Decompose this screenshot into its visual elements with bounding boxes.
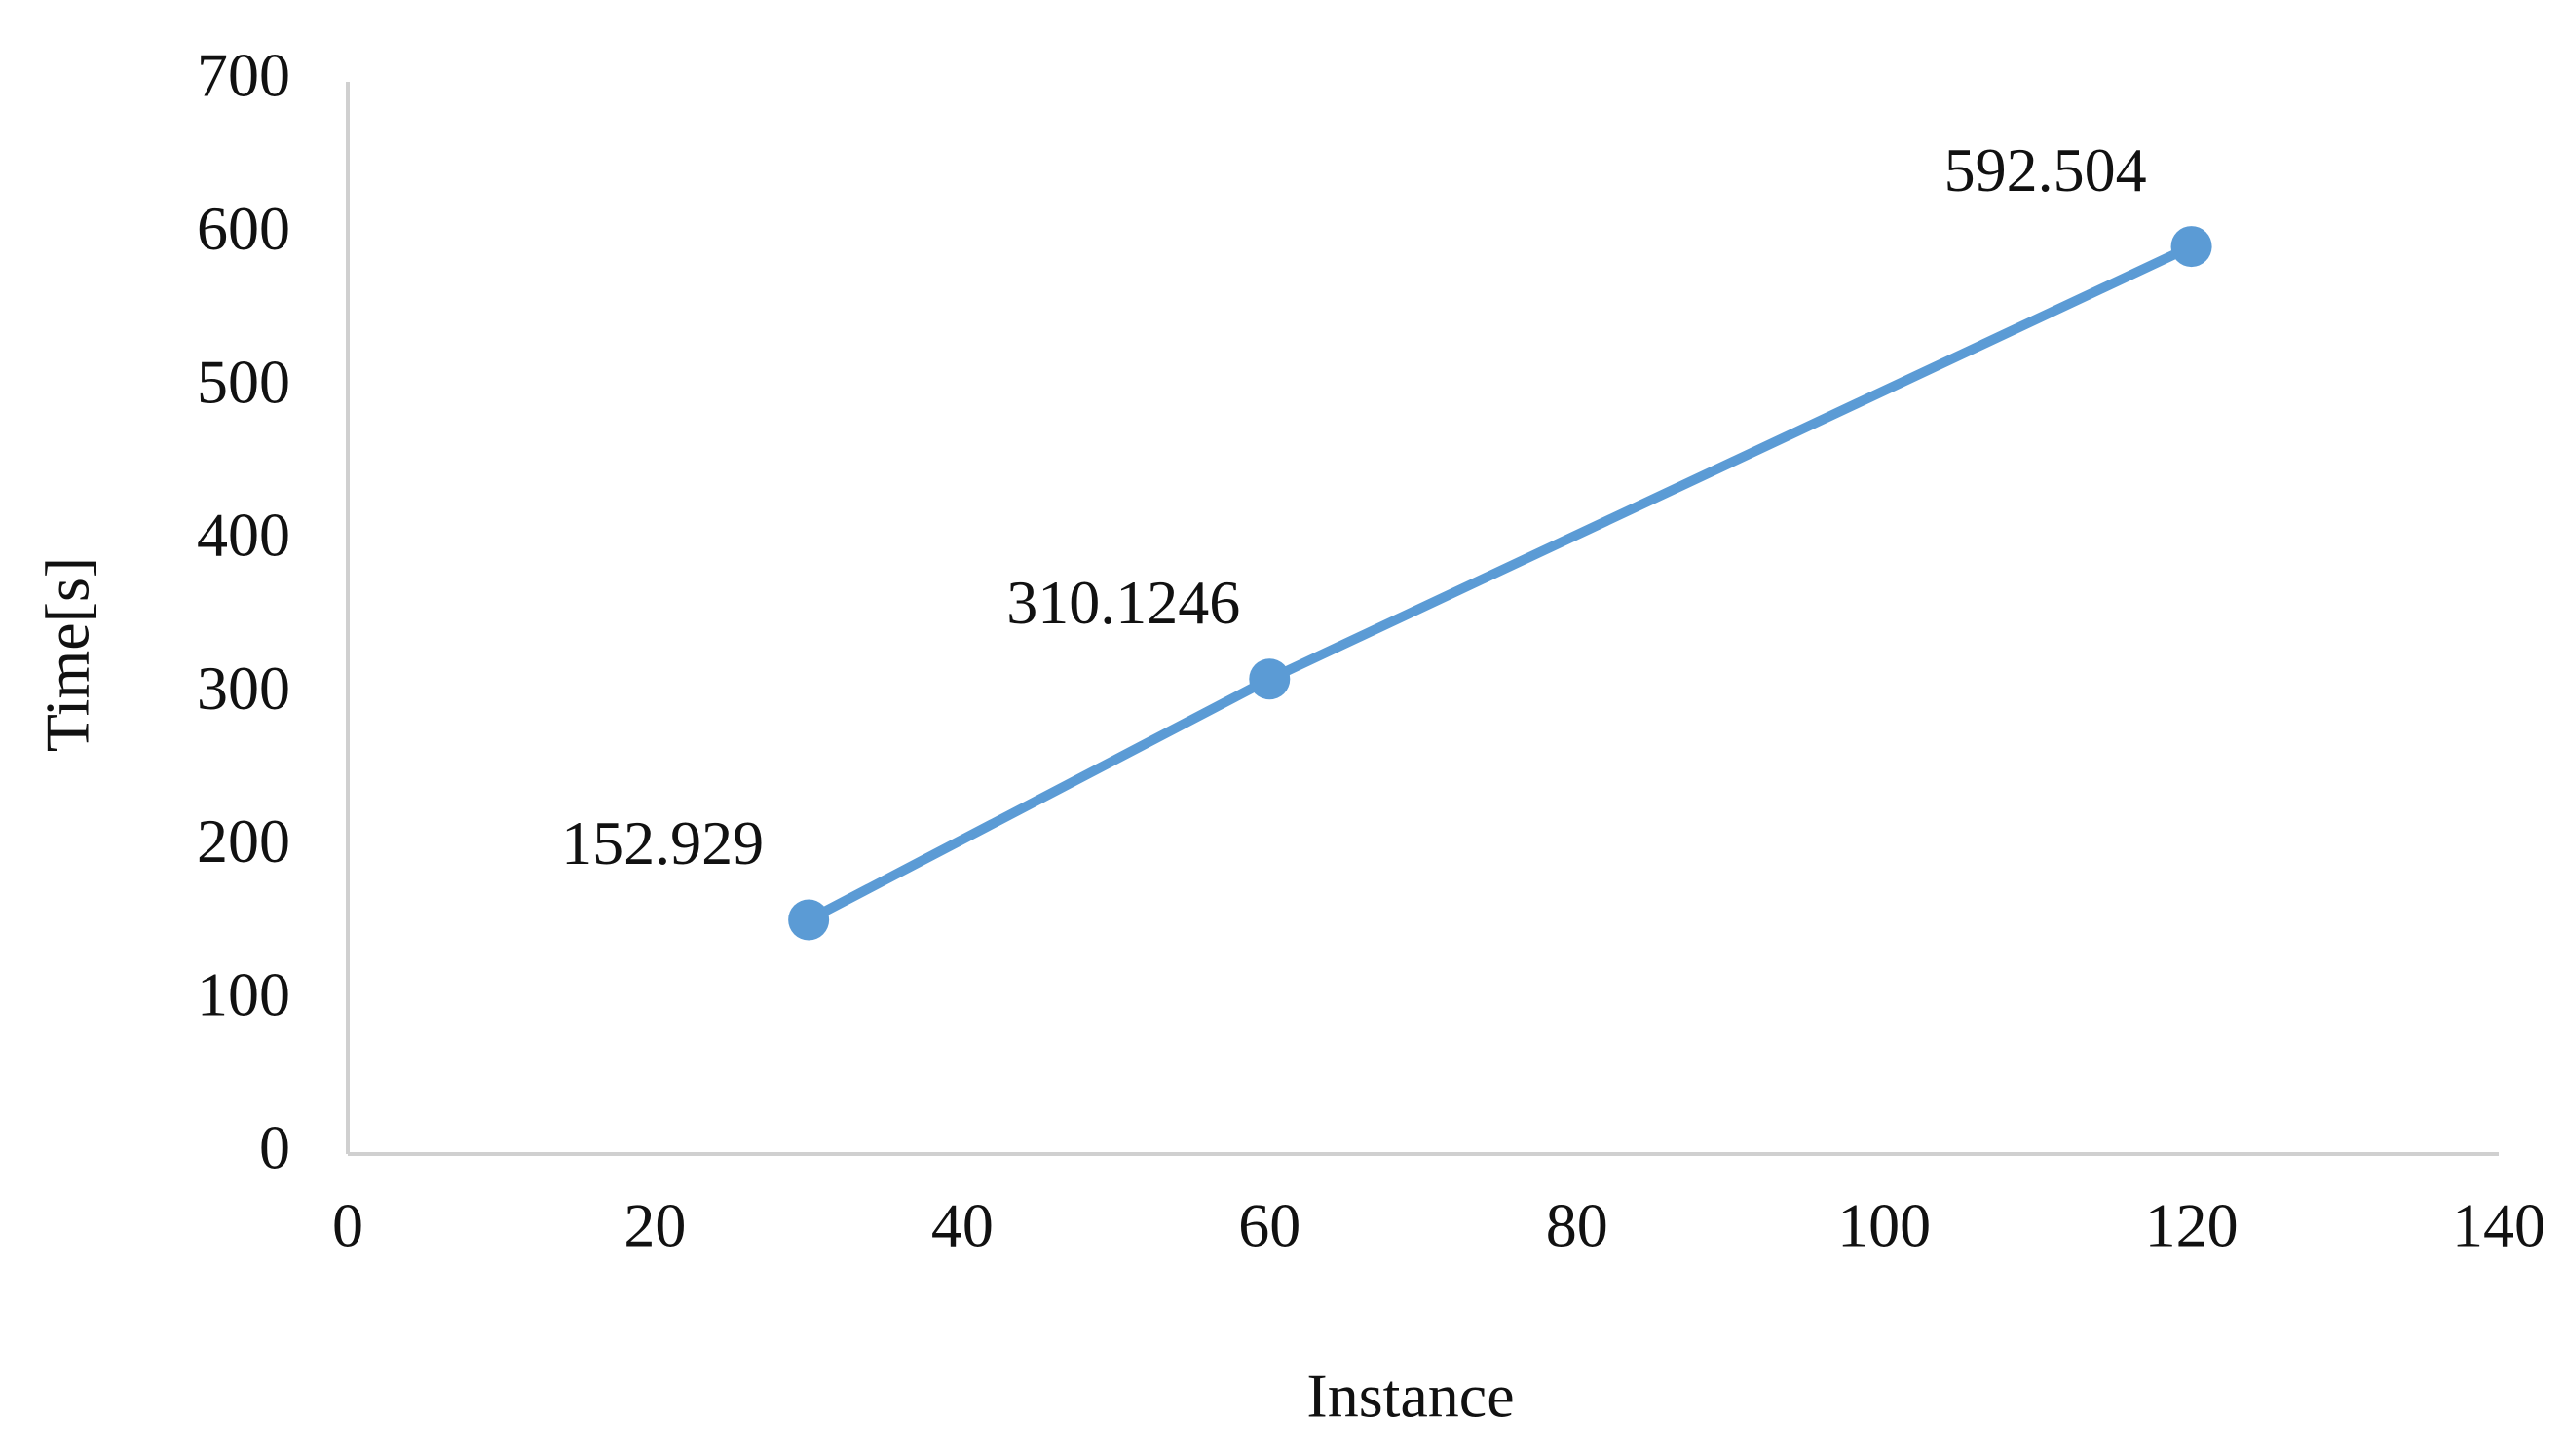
x-tick-label: 20 xyxy=(623,1191,686,1260)
y-tick-label: 100 xyxy=(197,959,290,1028)
x-tick-label: 80 xyxy=(1546,1191,1608,1260)
y-tick-label: 400 xyxy=(197,501,290,570)
data-label: 152.929 xyxy=(561,808,764,877)
point xyxy=(788,899,830,941)
data-label: 310.1246 xyxy=(1006,568,1240,637)
x-tick-label: 120 xyxy=(2145,1191,2239,1260)
y-tick-label: 500 xyxy=(197,347,290,416)
x-axis-title: Instance xyxy=(1306,1362,1514,1431)
point xyxy=(2170,226,2212,268)
point xyxy=(1249,658,1291,700)
x-tick-label: 100 xyxy=(1837,1191,1931,1260)
y-tick-label: 700 xyxy=(197,41,290,110)
y-tick-label: 300 xyxy=(197,653,290,723)
y-tick-label: 0 xyxy=(259,1113,290,1182)
y-tick-label: 200 xyxy=(197,806,290,876)
y-tick-label: 600 xyxy=(197,194,290,263)
x-tick-label: 0 xyxy=(332,1191,363,1260)
x-tick-label: 40 xyxy=(931,1191,994,1260)
x-tick-label: 60 xyxy=(1238,1191,1300,1260)
x-tick-label: 140 xyxy=(2452,1191,2545,1260)
y-axis-title: Time[s] xyxy=(33,557,102,752)
data-label: 592.504 xyxy=(1944,135,2147,205)
